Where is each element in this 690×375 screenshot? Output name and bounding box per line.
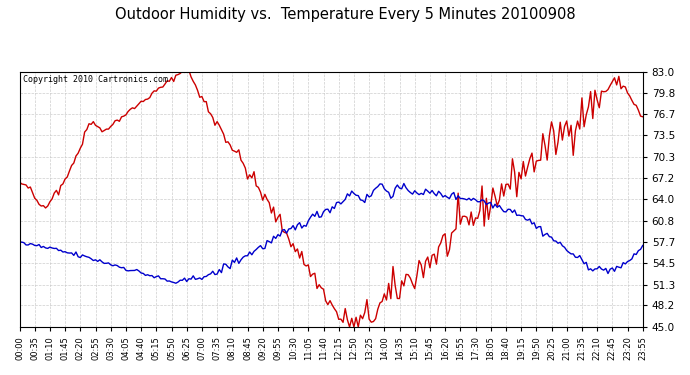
Text: Outdoor Humidity vs.  Temperature Every 5 Minutes 20100908: Outdoor Humidity vs. Temperature Every 5… [115, 8, 575, 22]
Text: Copyright 2010 Cartronics.com: Copyright 2010 Cartronics.com [23, 75, 168, 84]
